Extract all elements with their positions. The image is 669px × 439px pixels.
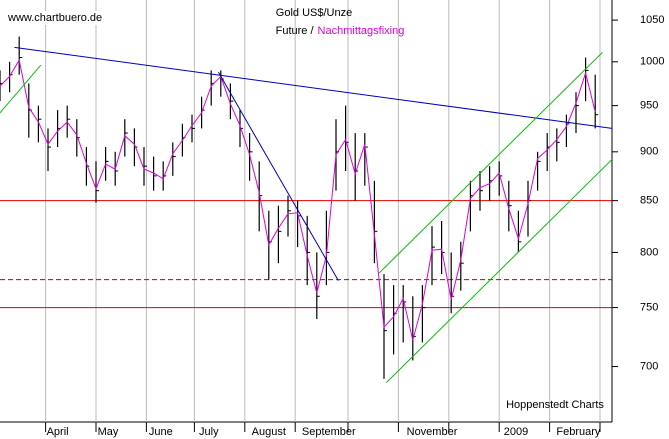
trend-line xyxy=(217,71,339,281)
y-tick-label: 850 xyxy=(640,195,658,207)
trend-line xyxy=(14,46,613,129)
x-tick-label: April xyxy=(47,426,69,438)
fixing-line xyxy=(0,58,596,341)
y-tick-label: 1000 xyxy=(640,56,664,68)
subtitle: Future / Nachmittagsfixing xyxy=(276,25,405,37)
chart-title: Gold US$/Unze xyxy=(276,7,352,19)
trend-line xyxy=(0,64,42,114)
y-tick-label: 950 xyxy=(640,100,658,112)
x-tick-label: July xyxy=(199,426,219,438)
credit: Hoppenstedt Charts xyxy=(506,399,604,411)
subtitle-part: Future / xyxy=(276,25,315,37)
source-box xyxy=(4,11,108,25)
source: www.chartbuero.de xyxy=(7,12,102,24)
x-tick-label: August xyxy=(252,426,286,438)
subtitle-part: Nachmittagsfixing xyxy=(318,25,405,37)
x-tick-label: November xyxy=(407,426,458,438)
x-tick-label: June xyxy=(149,426,173,438)
y-tick-label: 700 xyxy=(640,360,658,372)
trend-line xyxy=(378,52,603,274)
trend-line xyxy=(386,159,613,383)
y-tick-label: 800 xyxy=(640,246,658,258)
x-tick-label: February xyxy=(556,426,601,438)
x-tick-label: September xyxy=(302,426,356,438)
y-tick-label: 900 xyxy=(640,146,658,158)
x-tick-label: 2009 xyxy=(504,426,528,438)
x-tick-label: May xyxy=(98,426,119,438)
marks xyxy=(0,36,613,383)
y-tick-label: 750 xyxy=(640,301,658,313)
y-tick-label: 1050 xyxy=(640,14,664,26)
